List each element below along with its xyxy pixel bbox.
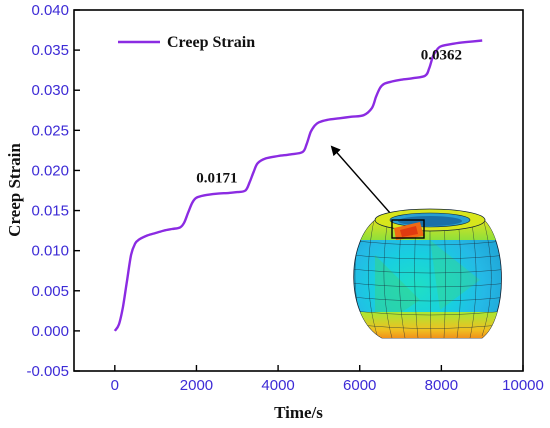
- y-axis-title: Creep Strain: [5, 143, 24, 237]
- plot-frame: [73, 9, 524, 372]
- x-tick-label: 2000: [180, 377, 213, 394]
- y-tick-label: 0.025: [31, 122, 69, 139]
- x-tick-label: 10000: [502, 377, 544, 394]
- x-tick-label: 4000: [261, 377, 294, 394]
- legend-label: Creep Strain: [167, 34, 255, 51]
- x-tick-label: 6000: [343, 377, 376, 394]
- y-tick-label: 0.010: [31, 243, 69, 260]
- y-tick-label: -0.005: [26, 363, 69, 380]
- y-tick-label: 0.035: [31, 42, 69, 59]
- legend: Creep Strain: [118, 34, 255, 51]
- y-tick-label: 0.040: [31, 2, 69, 19]
- annotation-1: 0.0362: [421, 48, 462, 64]
- y-tick-label: 0.015: [31, 203, 69, 220]
- deformed-cylinder-fem-mesh-contour-icon: [353, 208, 502, 339]
- y-tick-label: 0.005: [31, 283, 69, 300]
- x-tick-label: 0: [111, 377, 119, 394]
- y-tick-label: 0.030: [31, 82, 69, 99]
- annotation-0: 0.0171: [196, 170, 237, 186]
- x-tick-label: 8000: [425, 377, 458, 394]
- y-tick-label: 0.020: [31, 162, 69, 179]
- pointer-arrow: [330, 145, 399, 223]
- x-axis-title: Time/s: [274, 403, 323, 422]
- x-axis-ticks: 0 2000 4000 6000 8000 10000: [111, 365, 544, 394]
- y-tick-label: 0.000: [31, 323, 69, 340]
- y-axis-ticks: -0.005 0.000 0.005 0.010 0.015 0.020 0.025 0.03…: [26, 2, 80, 380]
- series-creep-strain-line: [113, 39, 483, 332]
